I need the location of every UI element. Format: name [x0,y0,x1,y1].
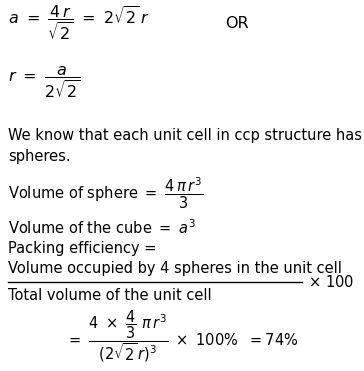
Text: Volume of sphere $= \ \dfrac{4\,\pi\,r^3}{3}$: Volume of sphere $= \ \dfrac{4\,\pi\,r^3… [8,175,203,211]
Text: Volume of the cube $= \ a^3$: Volume of the cube $= \ a^3$ [8,219,196,237]
Text: $\times\ 100$: $\times\ 100$ [308,274,354,290]
Text: We know that each unit cell in ccp structure has 4
spheres.: We know that each unit cell in ccp struc… [8,128,364,164]
Text: OR: OR [225,16,249,30]
Text: Total volume of the unit cell: Total volume of the unit cell [8,289,211,303]
Text: $= \ \dfrac{4 \ \times \ \dfrac{4}{3}\ \pi\,r^3}{(2\sqrt{2}\,r)^3} \ \times \ 10: $= \ \dfrac{4 \ \times \ \dfrac{4}{3}\ \… [66,308,298,364]
Text: Packing efficiency =: Packing efficiency = [8,242,157,256]
Text: $r \ = \ \dfrac{a}{2\sqrt{2}}$: $r \ = \ \dfrac{a}{2\sqrt{2}}$ [8,65,80,101]
Text: $a \ = \ \dfrac{4\,r}{\sqrt{2}} \ = \ 2\sqrt{2}\,r$: $a \ = \ \dfrac{4\,r}{\sqrt{2}} \ = \ 2\… [8,3,149,43]
Text: Volume occupied by 4 spheres in the unit cell: Volume occupied by 4 spheres in the unit… [8,260,342,276]
